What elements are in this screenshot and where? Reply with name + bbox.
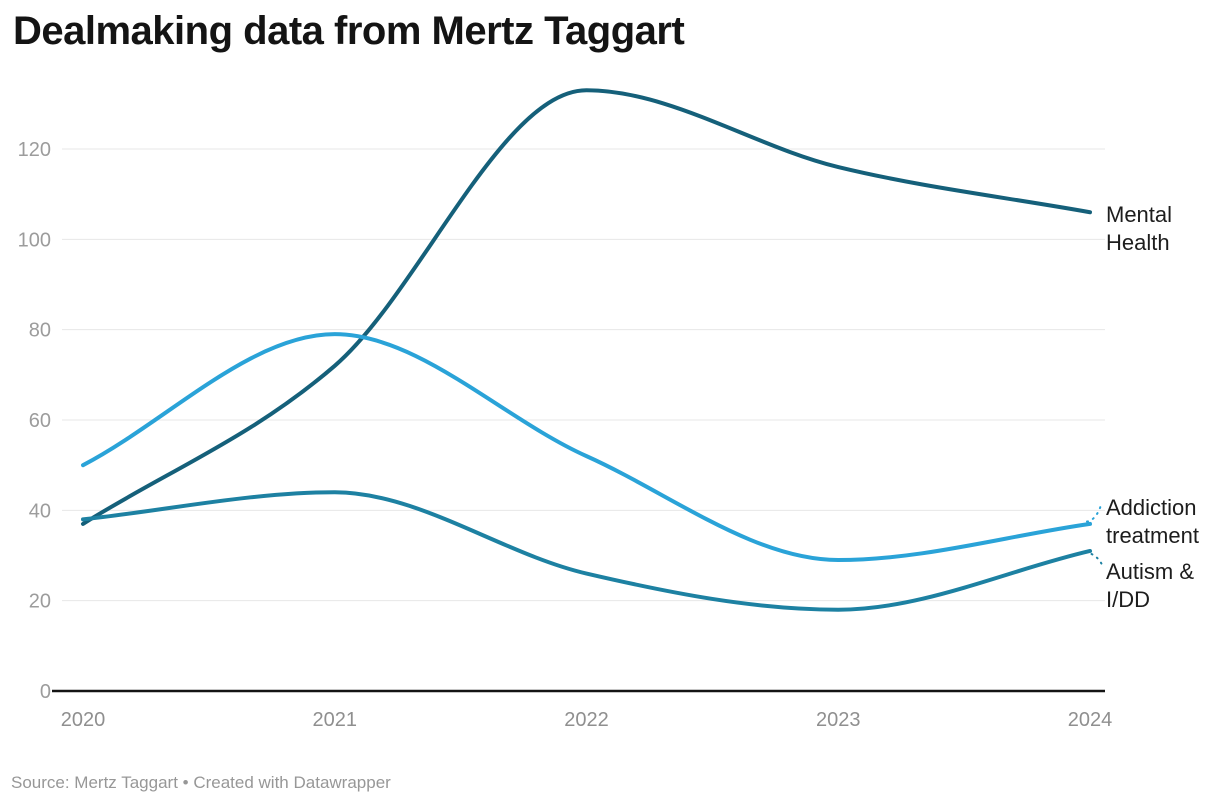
label-connector-addiction-treatment: [1086, 505, 1102, 523]
series-label-addiction-treatment: treatment: [1106, 523, 1199, 548]
x-axis-tick-label: 2024: [1068, 709, 1113, 731]
x-axis-tick-label: 2022: [564, 709, 609, 731]
y-axis-tick-label: 20: [29, 591, 51, 613]
x-axis-tick-label: 2023: [816, 709, 861, 731]
x-axis-tick-label: 2020: [61, 709, 106, 731]
series-label-autism-i-dd: Autism &: [1106, 559, 1194, 584]
y-axis-tick-label: 80: [29, 320, 51, 342]
series-line-addiction-treatment: [81, 332, 1092, 563]
series-label-mental-health: Health: [1106, 230, 1170, 255]
y-axis-tick-label: 0: [40, 681, 51, 703]
series-label-addiction-treatment: Addiction: [1106, 495, 1197, 520]
y-axis-tick-label: 60: [29, 410, 51, 432]
chart-title: Dealmaking data from Mertz Taggart: [13, 9, 685, 53]
series-line-autism-i-dd: [81, 490, 1092, 612]
label-connector-autism-i-dd: [1090, 553, 1105, 569]
x-axis-tick-label: 2021: [313, 709, 358, 731]
source-attribution: Source: Mertz Taggart • Created with Dat…: [11, 773, 391, 792]
y-axis-tick-label: 40: [29, 500, 51, 522]
series-label-autism-i-dd: I/DD: [1106, 587, 1150, 612]
series-label-mental-health: Mental: [1106, 202, 1172, 227]
series-line-mental-health: [81, 88, 1092, 526]
y-axis-tick-label: 100: [18, 229, 51, 251]
y-axis-tick-label: 120: [18, 139, 51, 161]
